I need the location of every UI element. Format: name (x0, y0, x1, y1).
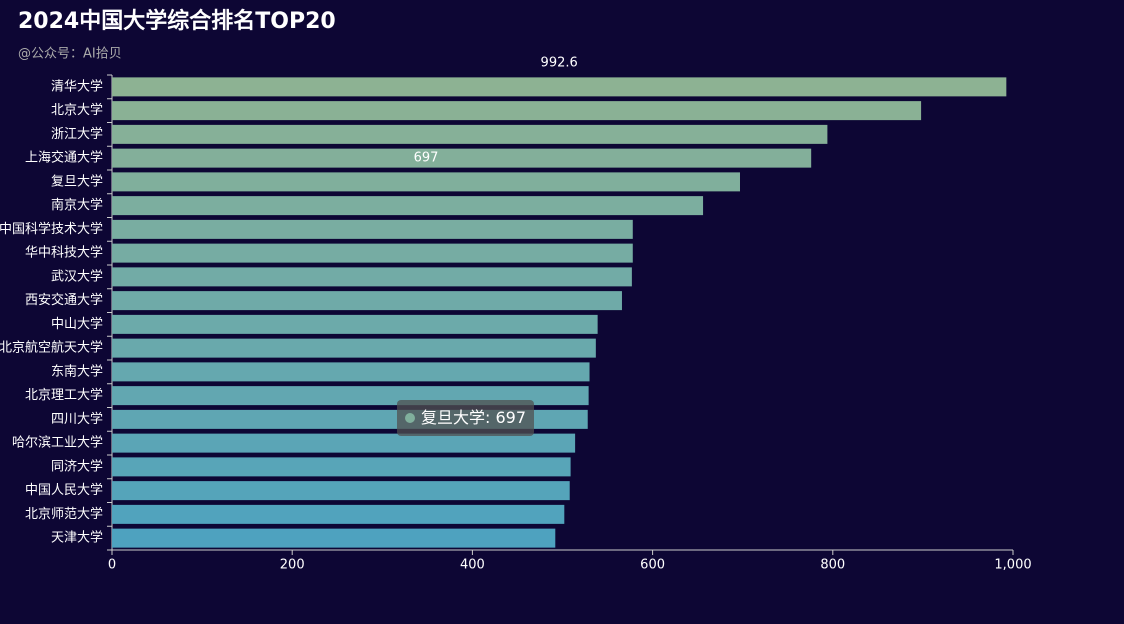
bar (112, 243, 633, 263)
bar (112, 148, 812, 168)
bar (112, 338, 596, 358)
y-tick-label: 中山大学 (51, 316, 103, 332)
bar (112, 172, 740, 192)
x-tick-label: 200 (280, 558, 305, 573)
chart-subtitle: @公众号：AI拾贝 (18, 47, 122, 62)
bar (112, 457, 571, 477)
chart-title: 2024中国大学综合排名TOP20 (18, 8, 336, 34)
tooltip-category: 复旦大学 (421, 408, 486, 427)
y-tick-label: 西安交通大学 (25, 292, 103, 308)
x-tick-label: 1,000 (994, 558, 1031, 573)
bar (112, 504, 565, 524)
y-tick-label: 北京大学 (51, 102, 103, 118)
data-label: 992.6 (541, 55, 578, 70)
bar (112, 528, 556, 548)
y-tick-label: 天津大学 (51, 530, 103, 546)
y-tick-label: 华中科技大学 (25, 245, 103, 261)
x-tick-label: 800 (820, 558, 845, 573)
bar (112, 291, 622, 311)
y-tick-label: 武汉大学 (51, 268, 103, 284)
y-tick-label: 浙江大学 (51, 126, 103, 142)
x-tick-label: 600 (640, 558, 665, 573)
y-tick-label: 上海交通大学 (25, 150, 103, 166)
bar (112, 267, 632, 287)
bar (112, 314, 598, 334)
y-tick-label: 哈尔滨工业大学 (12, 435, 103, 451)
bar (112, 196, 704, 216)
bar (112, 362, 590, 382)
y-tick-label: 复旦大学 (51, 173, 103, 189)
tooltip-marker (405, 413, 415, 423)
bar (112, 101, 922, 121)
y-tick-label: 清华大学 (51, 78, 103, 94)
bar (112, 433, 576, 453)
y-tick-label: 四川大学 (51, 411, 103, 427)
bar (112, 481, 570, 501)
y-tick-label: 中国人民大学 (25, 482, 103, 498)
y-tick-label: 北京航空航天大学 (0, 340, 103, 356)
tooltip-value: 697 (495, 408, 527, 427)
y-tick-label: 中国科学技术大学 (0, 221, 103, 237)
bar (112, 219, 633, 239)
x-tick-label: 400 (460, 558, 485, 573)
y-tick-label: 同济大学 (51, 458, 103, 474)
y-tick-label: 南京大学 (51, 197, 103, 213)
tooltip: 复旦大学: 697 (397, 400, 535, 436)
x-tick-label: 0 (108, 558, 116, 573)
y-tick-label: 北京师范大学 (25, 506, 103, 522)
data-label: 697 (414, 150, 439, 165)
y-tick-label: 北京理工大学 (25, 387, 103, 403)
y-tick-label: 东南大学 (51, 363, 103, 379)
bar (112, 77, 1007, 97)
bar (112, 124, 828, 144)
